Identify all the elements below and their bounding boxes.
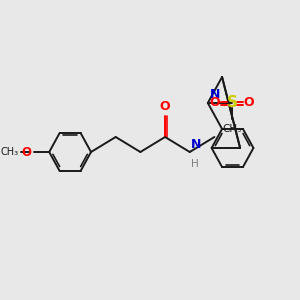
Text: O: O bbox=[160, 100, 170, 113]
Text: S: S bbox=[226, 95, 238, 110]
Text: H: H bbox=[191, 159, 198, 169]
Text: O: O bbox=[244, 97, 254, 110]
Text: O: O bbox=[210, 97, 220, 110]
Text: CH₃: CH₃ bbox=[222, 124, 242, 134]
Text: O: O bbox=[21, 146, 31, 158]
Text: N: N bbox=[191, 138, 201, 151]
Text: N: N bbox=[210, 88, 220, 101]
Text: CH₃: CH₃ bbox=[1, 147, 19, 157]
